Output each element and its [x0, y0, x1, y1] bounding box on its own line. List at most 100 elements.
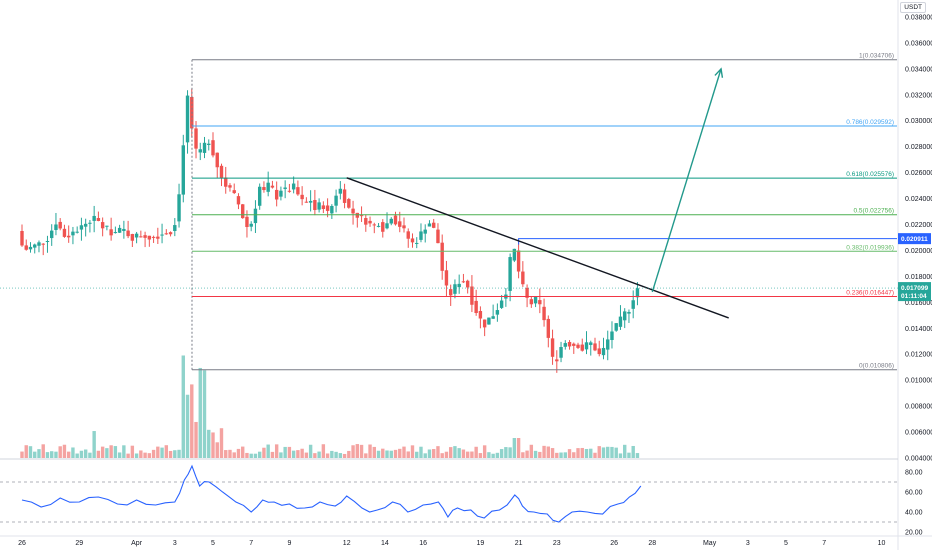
candle: [262, 187, 266, 191]
volume-bar: [266, 444, 270, 458]
candle: [516, 250, 521, 272]
volume-bar: [461, 449, 466, 458]
volume-bar: [580, 447, 584, 458]
candle: [550, 338, 555, 357]
time-tick-label: 21: [515, 540, 523, 547]
candle: [525, 287, 529, 298]
volume-bar: [478, 453, 483, 458]
candle: [338, 188, 343, 194]
candle: [185, 95, 190, 143]
volume-bar: [330, 450, 334, 458]
price-tick-label: 0.014000: [905, 326, 932, 333]
volume-bar: [33, 451, 37, 458]
volume-bar: [173, 450, 177, 458]
fib-level-label: 0.382(0.019936): [846, 244, 894, 251]
candle: [572, 343, 576, 346]
volume-bar: [134, 453, 139, 458]
volume-bar: [270, 451, 275, 458]
candle: [410, 238, 415, 243]
volume-bar: [279, 452, 283, 458]
volume-bar: [406, 451, 410, 458]
price-tick-label: 0.034000: [905, 66, 932, 73]
volume-bar: [606, 446, 610, 458]
volume-bar: [334, 451, 338, 458]
price-tick-label: 0.010000: [905, 378, 932, 385]
candle: [130, 234, 135, 241]
candle: [224, 177, 228, 187]
price-tick-label: 0.016000: [905, 300, 932, 307]
volume-bar: [241, 446, 245, 458]
volume-bar: [415, 451, 419, 458]
candle: [402, 225, 406, 229]
candle: [296, 187, 300, 195]
price-tick-label: 0.026000: [905, 170, 932, 177]
candle: [470, 286, 474, 305]
candle: [376, 225, 381, 227]
candle: [219, 165, 224, 179]
candle: [499, 300, 504, 308]
candle: [580, 344, 584, 351]
volume-bar: [525, 450, 529, 458]
candle: [385, 223, 389, 229]
volume-bar: [635, 453, 640, 458]
volume-bar: [79, 450, 84, 458]
candle: [122, 228, 126, 231]
volume-bar: [508, 447, 512, 458]
volume-bar: [300, 448, 304, 458]
candle: [58, 221, 62, 229]
currency-badge[interactable]: USDT: [900, 2, 926, 13]
candle: [28, 246, 33, 250]
candle: [143, 235, 147, 238]
candle: [109, 229, 113, 236]
candle: [177, 194, 181, 222]
volume-bar: [202, 370, 207, 458]
time-tick-label: 28: [648, 540, 656, 547]
projection-arrow-head: [714, 67, 724, 78]
volume-bar: [151, 449, 156, 458]
candle: [351, 208, 355, 214]
candle: [147, 235, 152, 240]
candle: [436, 229, 440, 244]
candle: [334, 195, 338, 206]
candle: [321, 205, 326, 209]
last-price-tag-value: 0.017099: [901, 285, 928, 292]
volume-bar: [211, 432, 215, 458]
candle: [62, 228, 67, 237]
volume-bar: [423, 453, 427, 458]
time-tick-label: 10: [878, 540, 886, 547]
volume-bar: [304, 452, 309, 458]
candle: [257, 186, 262, 206]
candle: [33, 244, 37, 248]
time-tick-label: 26: [18, 540, 26, 547]
volume-bar: [351, 445, 355, 458]
candle: [66, 235, 71, 238]
candle: [304, 201, 309, 203]
candle: [538, 300, 542, 305]
candle: [355, 212, 360, 218]
volume-bar: [631, 445, 635, 458]
volume-bar: [224, 450, 228, 458]
candle: [555, 359, 559, 362]
candle: [419, 231, 423, 240]
candle: [71, 231, 75, 236]
candle: [627, 311, 631, 314]
volume-bar: [482, 445, 487, 458]
volume-bar: [402, 446, 406, 458]
candle: [491, 316, 495, 319]
candle: [457, 283, 461, 288]
candle: [482, 319, 487, 328]
volume-bar: [529, 444, 534, 458]
volume-bar: [245, 452, 249, 458]
candle: [465, 280, 470, 288]
volume-bar: [364, 453, 368, 458]
candle: [45, 241, 50, 243]
volume-bar: [614, 447, 618, 458]
volume-bar: [593, 452, 597, 458]
candle: [198, 149, 202, 153]
volume-bar: [287, 446, 292, 458]
volume-bar: [470, 451, 474, 458]
volume-bar: [338, 453, 343, 458]
time-tick-label: 9: [287, 540, 291, 547]
candle: [614, 323, 618, 331]
